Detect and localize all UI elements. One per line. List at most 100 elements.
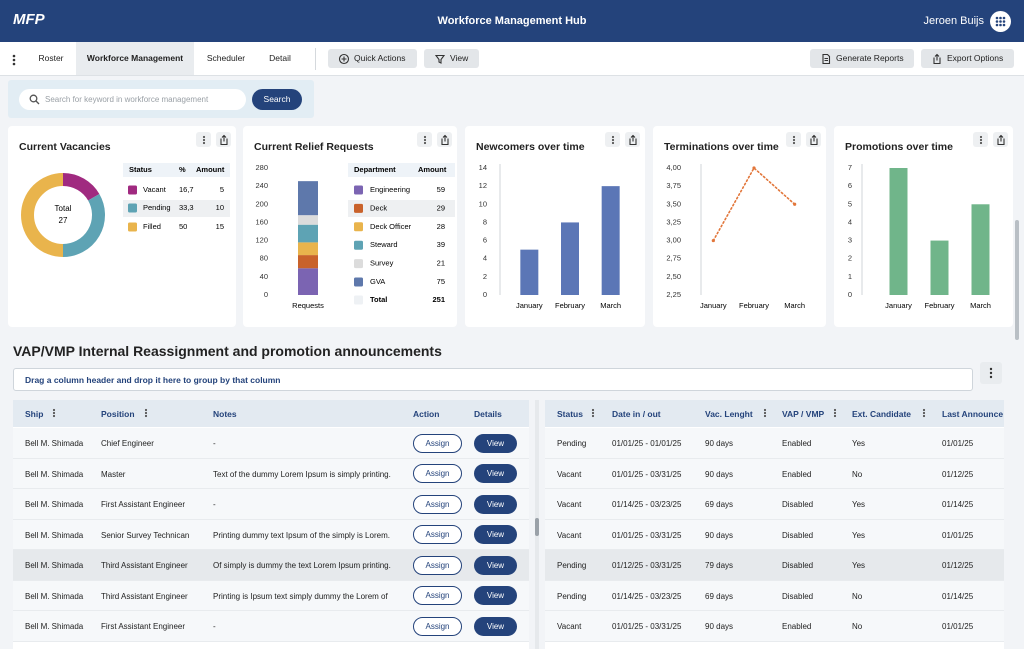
- column-header[interactable]: Ship: [25, 409, 44, 419]
- grid-row[interactable]: Pending 01/01/25 - 01/01/25 90 days Enabled…: [545, 428, 1004, 459]
- column-header[interactable]: Status: [557, 409, 583, 419]
- amount-label: 75: [437, 277, 445, 286]
- grid-row[interactable]: Bell M. Shimada Chief Engineer - Assign View: [13, 428, 529, 459]
- assign-button[interactable]: Assign: [413, 525, 462, 544]
- search-button[interactable]: Search: [252, 89, 302, 110]
- tab[interactable]: Roster: [38, 53, 64, 63]
- view-button[interactable]: View: [474, 525, 517, 544]
- grid-cell: 90 days: [705, 622, 734, 631]
- grid-cell: Yes: [852, 530, 866, 540]
- column-header[interactable]: Date in / out: [612, 409, 661, 419]
- view-button[interactable]: View: [474, 464, 517, 483]
- table-header-bg: [123, 163, 230, 177]
- grid-row[interactable]: Bell M. Shimada First Assistant Engineer -…: [13, 489, 529, 520]
- view-button[interactable]: View: [474, 616, 517, 636]
- legend-swatch: [354, 259, 363, 269]
- widget-action[interactable]: [625, 132, 640, 147]
- total-label: Total: [370, 295, 387, 304]
- grid-row[interactable]: Pending 01/14/25 - 03/23/25 69 days Disable…: [545, 580, 1004, 611]
- column-header[interactable]: Last Announce: [942, 409, 1004, 419]
- column-header[interactable]: Vac. Lenght: [705, 409, 753, 419]
- widget-title: Terminations over time: [664, 141, 779, 153]
- view-button[interactable]: View: [474, 586, 517, 605]
- donut-segment: [62, 173, 100, 201]
- grid-row[interactable]: Bell M. Shimada Third Assistant Engineer P…: [13, 580, 529, 611]
- grid-row[interactable]: Bell M. Shimada Senior Survey Technican Pr…: [13, 519, 529, 550]
- widget-action[interactable]: [806, 132, 821, 147]
- grid-cell: 90 days: [705, 439, 734, 448]
- grid-row[interactable]: Vacant 01/01/25 - 03/31/25 90 days Disabled…: [545, 519, 1004, 550]
- widget-action[interactable]: [216, 132, 231, 147]
- widget-action[interactable]: [437, 132, 452, 147]
- column-header[interactable]: Notes: [213, 409, 237, 419]
- assign-button[interactable]: Assign: [413, 616, 462, 636]
- widget-title: Current Vacancies: [19, 141, 111, 153]
- page-scrollbar[interactable]: [1015, 220, 1019, 340]
- assign-button[interactable]: Assign: [413, 433, 462, 453]
- column-header[interactable]: Ext. Candidate: [852, 409, 912, 419]
- menu-icon[interactable]: [11, 54, 17, 66]
- icon-part: [202, 138, 205, 141]
- toolbar-button[interactable]: Export Options: [921, 49, 1014, 68]
- table-header: Department: [354, 165, 396, 174]
- user-name[interactable]: Jeroen Buijs: [923, 15, 984, 27]
- section-title: VAP/VMP Internal Reassignment and promot…: [13, 343, 442, 359]
- grid-row[interactable]: Vacant 01/01/25 - 03/31/25 90 days Enabled N…: [545, 611, 1004, 642]
- column-header[interactable]: Position: [101, 409, 135, 419]
- y-tick-label: 0: [848, 290, 852, 299]
- splitter[interactable]: [535, 400, 539, 649]
- amount-label: 28: [437, 222, 445, 231]
- grid-row[interactable]: Vacant 01/14/25 - 03/23/25 69 days Disabled…: [545, 489, 1004, 520]
- widget-title: Promotions over time: [845, 141, 953, 153]
- grid-row[interactable]: Bell M. Shimada Third Assistant Engineer O…: [13, 550, 529, 581]
- grid-row[interactable]: Vacant 01/01/25 - 03/31/25 90 days Enabled N…: [545, 458, 1004, 489]
- toolbar-button[interactable]: Generate Reports: [810, 49, 914, 68]
- view-button[interactable]: View: [474, 494, 517, 514]
- assign-button[interactable]: Assign: [413, 464, 462, 483]
- table-header: Amount: [418, 165, 447, 174]
- grid-header: Ship Position Notes Action Details: [13, 400, 529, 427]
- assign-button[interactable]: Assign: [413, 586, 462, 605]
- icon-part: [423, 141, 426, 144]
- tab[interactable]: Scheduler: [206, 53, 246, 63]
- widget-action[interactable]: [786, 132, 801, 147]
- grid-menu-button[interactable]: [980, 362, 1002, 384]
- column-header[interactable]: Details: [474, 409, 502, 419]
- logo[interactable]: MFP: [13, 11, 45, 28]
- grid-header: Status Date in / out Vac. Lenght VAP / VMP E…: [545, 400, 1004, 427]
- tab[interactable]: Detail: [269, 53, 291, 63]
- search-input[interactable]: Search for keyword in workforce manageme…: [19, 89, 246, 110]
- x-tick-label: January: [885, 301, 912, 310]
- widget-card: Terminations over time 2,25 2,50 2,75 3,00 3,…: [653, 126, 826, 327]
- toolbar-button[interactable]: Quick Actions: [328, 49, 417, 68]
- splitter-thumb[interactable]: [535, 518, 539, 536]
- widget-action[interactable]: [973, 132, 988, 147]
- toolbar-button[interactable]: View: [424, 49, 479, 68]
- icon-part: [434, 54, 446, 64]
- assign-button[interactable]: Assign: [413, 555, 462, 575]
- plus-icon: [338, 53, 350, 64]
- icon-part: [611, 141, 614, 144]
- grid-row[interactable]: Bell M. Shimada Master Text of the dummy L…: [13, 458, 529, 489]
- legend-swatch: [354, 277, 363, 287]
- tab[interactable]: Workforce Management: [76, 42, 194, 75]
- x-tick-label: February: [924, 301, 954, 310]
- grid-row[interactable]: Pending 01/12/25 - 03/31/25 79 days Disable…: [545, 550, 1004, 581]
- widget-action[interactable]: [417, 132, 432, 147]
- widget-action[interactable]: [993, 132, 1008, 147]
- icon-part: [792, 135, 795, 138]
- apps-icon[interactable]: [990, 11, 1011, 32]
- view-button[interactable]: View: [474, 555, 517, 575]
- widget-action[interactable]: [605, 132, 620, 147]
- column-header[interactable]: VAP / VMP: [782, 409, 825, 419]
- grid-row[interactable]: Bell M. Shimada First Assistant Engineer -…: [13, 611, 529, 642]
- icon-part: [202, 141, 205, 144]
- widget-action[interactable]: [196, 132, 211, 147]
- icon-part: [52, 408, 56, 412]
- table-header: Amount: [196, 165, 225, 174]
- column-header[interactable]: Action: [413, 409, 440, 419]
- view-button[interactable]: View: [474, 433, 517, 453]
- assign-button[interactable]: Assign: [413, 494, 462, 514]
- icon-part: [611, 135, 614, 138]
